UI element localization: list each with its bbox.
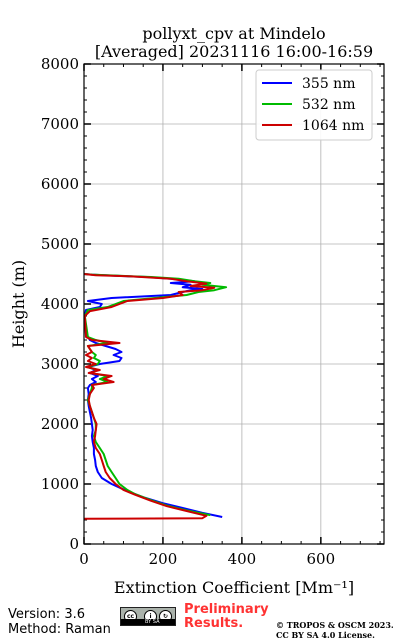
x-tick-label: 400 (228, 550, 257, 568)
x-tick-label: 0 (79, 550, 89, 568)
y-tick-label: 0 (69, 535, 79, 553)
x-tick-label: 600 (307, 550, 336, 568)
legend: 355 nm 532 nm 1064 nm (255, 69, 373, 141)
legend-label: 532 nm (302, 97, 355, 113)
y-tick-label: 6000 (41, 175, 79, 193)
y-tick-label: 5000 (41, 235, 79, 253)
x-axis-label: Extinction Coefficient [Mm⁻¹] (114, 578, 354, 597)
preliminary-line2: Results. (184, 616, 244, 631)
copyright-line2: CC BY SA 4.0 License. (276, 630, 375, 640)
y-tick-label: 7000 (41, 115, 79, 133)
legend-label: 1064 nm (302, 118, 364, 134)
copyright-line1: © TROPOS & OSCM 2023. (276, 620, 394, 630)
preliminary-line1: Preliminary (184, 602, 269, 617)
plot-frame (83, 63, 385, 545)
legend-label: 355 nm (302, 76, 355, 92)
y-tick-label: 3000 (41, 355, 79, 373)
cc-license-badge: cc i ↻ BY SA (120, 607, 176, 626)
copyright-notice: © TROPOS & OSCM 2023. CC BY SA 4.0 Licen… (276, 620, 394, 640)
y-tick-label: 2000 (41, 415, 79, 433)
chart-title-line2: [Averaged] 20231116 16:00-16:59 (94, 42, 374, 61)
y-tick-label: 1000 (41, 475, 79, 493)
version-label: Version: 3.6 (8, 607, 85, 622)
series-line-355-nm (83, 273, 223, 518)
series-line-1064-nm (83, 273, 216, 520)
cc-badge-text: BY SA (145, 619, 160, 625)
legend-box (255, 69, 373, 141)
y-tick-label: 8000 (41, 55, 79, 73)
chart-title-line1: pollyxt_cpv at Mindelo (142, 24, 326, 43)
y-tick-label: 4000 (41, 295, 79, 313)
y-axis-label: Height (m) (9, 260, 28, 348)
method-label: Method: Raman (8, 622, 111, 637)
x-tick-label: 200 (149, 550, 178, 568)
preliminary-results-label: Preliminary Results. (184, 603, 269, 631)
extinction-profile-chart: 0 1000 2000 3000 4000 5000 6000 7000 8000 0 200 400… (9, 55, 385, 597)
